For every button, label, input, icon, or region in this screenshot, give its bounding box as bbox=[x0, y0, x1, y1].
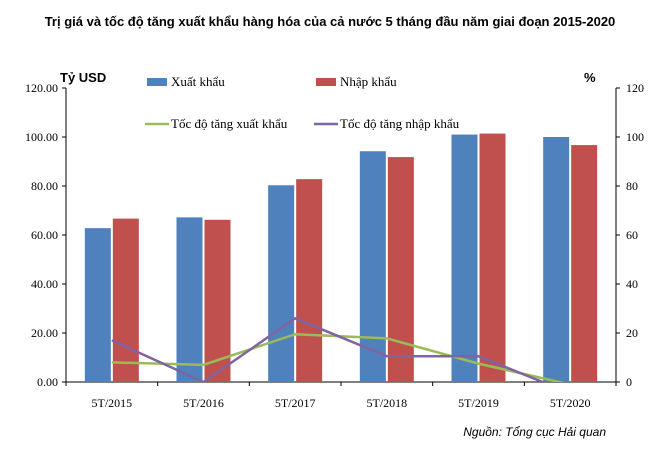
y-left-tick-label: 60.00 bbox=[31, 228, 58, 242]
y-left-tick-label: 120.00 bbox=[25, 81, 58, 95]
y-right-tick-label: 20 bbox=[626, 326, 638, 340]
x-tick-label: 5T/2015 bbox=[91, 396, 132, 410]
y-right-tick-label: 120 bbox=[626, 81, 644, 95]
legend-swatch bbox=[147, 78, 167, 86]
y-right-tick-label: 40 bbox=[626, 277, 638, 291]
x-tick-label: 5T/2019 bbox=[458, 396, 499, 410]
y-right-tick-label: 0 bbox=[626, 375, 632, 389]
legend-label: Xuất khẩu bbox=[171, 74, 225, 89]
lines bbox=[111, 316, 566, 382]
bar-xuat-khau bbox=[268, 185, 295, 382]
bar-xuat-khau bbox=[84, 228, 111, 382]
y-left-tick-label: 100.00 bbox=[25, 130, 58, 144]
tick-labels: 0.00 20.00 40.00 60.00 80.00 100.00 120.00 0 20 4… bbox=[25, 81, 644, 410]
source-note: Nguồn: Tổng cục Hải quan bbox=[463, 425, 606, 439]
left-axis-label: Tỷ USD bbox=[60, 70, 106, 85]
x-tick-label: 5T/2020 bbox=[550, 396, 591, 410]
legend: Xuất khẩu Nhập khẩu Tốc độ tăng xuất khẩu T… bbox=[145, 74, 460, 131]
bar-nhap-khau bbox=[112, 218, 139, 382]
bars bbox=[84, 133, 598, 382]
legend-swatch bbox=[316, 78, 336, 86]
y-left-tick-label: 20.00 bbox=[31, 326, 58, 340]
right-axis-label: % bbox=[584, 70, 596, 85]
y-right-tick-label: 60 bbox=[626, 228, 638, 242]
x-tick-label: 5T/2018 bbox=[366, 396, 407, 410]
y-left-tick-label: 0.00 bbox=[37, 375, 58, 389]
bar-nhap-khau bbox=[571, 145, 598, 382]
y-left-tick-label: 40.00 bbox=[31, 277, 58, 291]
chart-title: Trị giá và tốc độ tăng xuất khẩu hàng hó… bbox=[45, 14, 616, 29]
axes bbox=[62, 87, 620, 386]
bar-xuat-khau bbox=[359, 151, 386, 382]
bar-xuat-khau bbox=[543, 137, 570, 382]
y-left-tick-label: 80.00 bbox=[31, 179, 58, 193]
x-tick-label: 5T/2017 bbox=[275, 396, 316, 410]
bar-nhap-khau bbox=[296, 179, 323, 382]
y-right-tick-label: 80 bbox=[626, 179, 638, 193]
legend-label: Tốc độ tăng nhập khẩu bbox=[340, 116, 460, 131]
legend-label: Tốc độ tăng xuất khẩu bbox=[171, 116, 288, 131]
legend-label: Nhập khẩu bbox=[340, 74, 397, 89]
bar-xuat-khau bbox=[176, 217, 203, 382]
bar-nhap-khau bbox=[204, 219, 231, 382]
bar-nhap-khau bbox=[479, 133, 506, 382]
bar-xuat-khau bbox=[451, 134, 478, 382]
line-toc-do-nhap-khau bbox=[111, 316, 547, 382]
bar-nhap-khau bbox=[387, 157, 414, 382]
y-right-tick-label: 100 bbox=[626, 130, 644, 144]
x-tick-label: 5T/2016 bbox=[183, 396, 224, 410]
